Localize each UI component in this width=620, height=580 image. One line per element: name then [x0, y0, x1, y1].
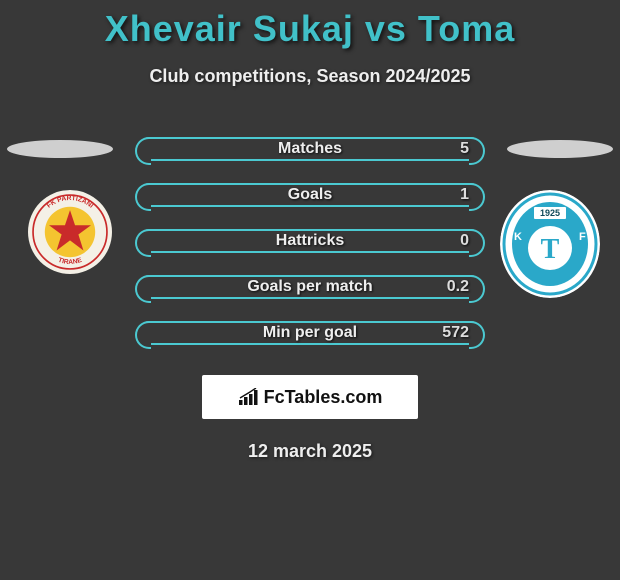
svg-text:K: K: [514, 231, 522, 243]
brand-text: FcTables.com: [264, 387, 383, 408]
stats-list: Matches 5 Goals 1 Hattricks 0 Goals per …: [137, 137, 483, 345]
page-title: Xhevair Sukaj vs Toma: [0, 0, 620, 50]
brand-badge[interactable]: FcTables.com: [202, 375, 418, 419]
chart-icon: [238, 388, 260, 406]
stat-value-right: 0.2: [439, 278, 469, 296]
stat-value-right: 0: [439, 232, 469, 250]
stat-row-goals-per-match: Goals per match 0.2: [137, 275, 483, 299]
stat-label: Goals: [288, 186, 332, 204]
stat-row-matches: Matches 5: [137, 137, 483, 161]
date-text: 12 march 2025: [0, 441, 620, 462]
club-badge-left: FK PARTIZANI TIRANE: [20, 190, 120, 274]
stat-row-hattricks: Hattricks 0: [137, 229, 483, 253]
svg-text:F: F: [579, 231, 586, 243]
stat-label: Matches: [278, 140, 342, 158]
stat-value-right: 572: [439, 324, 469, 342]
avatar-placeholder-left: [7, 140, 113, 158]
stat-value-right: 5: [439, 140, 469, 158]
svg-text:T: T: [541, 234, 560, 265]
stat-value-right: 1: [439, 186, 469, 204]
stat-label: Hattricks: [276, 232, 344, 250]
stat-label: Min per goal: [263, 324, 357, 342]
stat-row-min-per-goal: Min per goal 572: [137, 321, 483, 345]
subtitle: Club competitions, Season 2024/2025: [0, 66, 620, 87]
club-badge-right: T 1925 K F: [500, 190, 600, 298]
stat-row-goals: Goals 1: [137, 183, 483, 207]
stat-label: Goals per match: [247, 278, 372, 296]
avatar-placeholder-right: [507, 140, 613, 158]
comparison-area: FK PARTIZANI TIRANE T 1925 K F Matches 5…: [0, 137, 620, 462]
svg-text:1925: 1925: [540, 208, 560, 218]
